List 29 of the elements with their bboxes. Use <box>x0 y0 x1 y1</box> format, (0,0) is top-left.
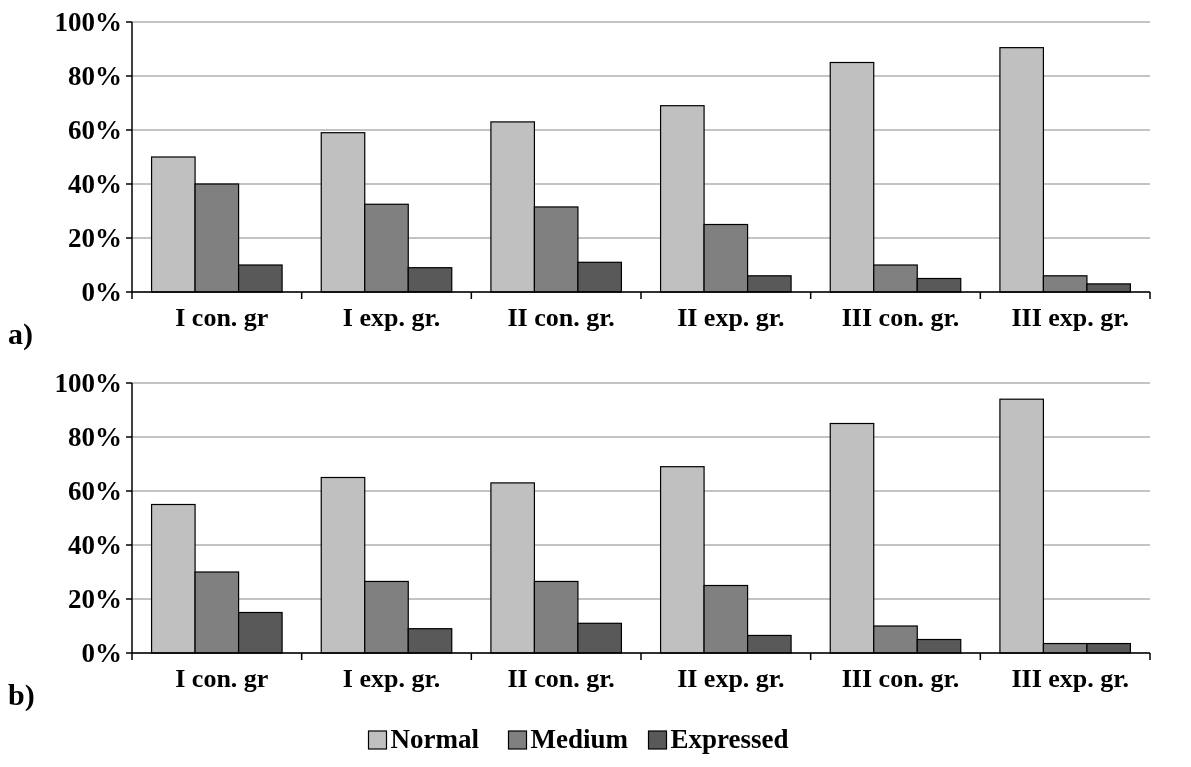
y-tick-label: 100% <box>54 368 122 399</box>
y-tick-label: 80% <box>68 61 122 92</box>
x-tick-label: I con. gr <box>175 303 269 332</box>
x-tick-label: III exp. gr. <box>1011 664 1129 693</box>
x-tick-label: III con. gr. <box>841 303 960 332</box>
legend-label: Expressed <box>670 724 789 754</box>
y-tick-label: 40% <box>68 169 122 200</box>
y-tick-label: 0% <box>81 277 122 308</box>
x-tick-label: II exp. gr. <box>677 303 785 332</box>
y-tick-label: 100% <box>54 7 122 38</box>
y-tick-label: 20% <box>68 584 122 615</box>
text: a) <box>8 317 33 351</box>
x-tick-label: II exp. gr. <box>677 664 785 693</box>
x-tick-label: I exp. gr. <box>342 664 441 693</box>
y-tick-label: 80% <box>68 422 122 453</box>
y-tick-label: 20% <box>68 223 122 254</box>
legend-label: Normal <box>390 724 480 754</box>
text: b) <box>8 678 35 712</box>
x-tick-label: III exp. gr. <box>1011 303 1129 332</box>
x-tick-label: II con. gr. <box>507 664 615 693</box>
x-tick-label: III con. gr. <box>841 664 960 693</box>
y-tick-label: 40% <box>68 530 122 561</box>
x-tick-label: I exp. gr. <box>342 303 441 332</box>
legend-label: Medium <box>530 724 629 754</box>
y-tick-label: 60% <box>68 476 122 507</box>
y-tick-label: 60% <box>68 115 122 146</box>
x-tick-label: II con. gr. <box>507 303 615 332</box>
x-tick-label: I con. gr <box>175 664 269 693</box>
y-tick-label: 0% <box>81 638 122 669</box>
